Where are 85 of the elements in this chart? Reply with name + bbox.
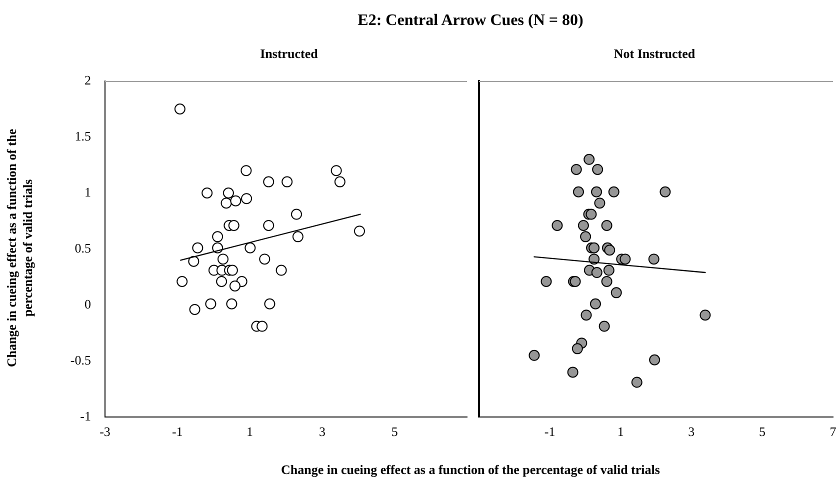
point [176,276,188,287]
chart-subtitle: Not Instructed [612,46,696,62]
point [601,276,612,287]
x-tick-label: -1 [172,424,183,440]
point [189,304,200,315]
point [584,154,595,165]
point [588,242,600,254]
point [567,366,578,378]
point [276,264,287,276]
point [256,320,268,332]
point [212,231,224,242]
point [578,220,589,231]
x-tick-label: 3 [318,424,326,440]
point [263,176,274,188]
point [241,193,252,204]
point [220,198,232,209]
point [226,264,238,276]
x-tick-label: 5 [758,424,766,440]
point [334,176,346,188]
point [590,298,601,310]
x-tick-label: 1 [617,424,624,440]
point [230,195,242,206]
point [603,264,614,276]
point [354,226,365,237]
point [572,343,583,354]
point [205,298,216,310]
point [292,231,304,242]
point [240,165,252,176]
point [263,220,274,231]
point [291,208,302,220]
point [259,254,270,265]
chart-title: E2: Central Arrow Cues (N = 80) [356,12,584,30]
point [330,165,342,176]
y-tick-label: 1 [84,184,91,200]
x-tick-label: -1 [544,424,556,440]
point [174,104,186,114]
chart-subtitle: Instructed [259,46,319,62]
y-tick-label: 0.5 [74,240,91,256]
point [282,176,293,188]
y-axis-title: Change in cueing effect as a function of the percentage of valid trials [4,128,36,370]
y-tick-label: 0 [84,296,91,312]
point [591,267,602,278]
y-tick-label: -1 [80,408,91,424]
point [192,242,204,254]
point [594,198,606,209]
point [620,254,631,265]
point [604,244,616,256]
point [552,220,563,231]
point [222,188,234,198]
x-tick-label: -3 [100,424,110,440]
x-axis-title: Change in cueing effect as a function of the percentage of valid trials [280,462,661,478]
point [202,188,213,198]
point [244,242,256,254]
point [528,350,540,361]
point [610,287,622,298]
point [570,164,582,175]
point [216,276,228,287]
point [660,186,671,198]
point [188,256,200,267]
point [580,231,592,242]
x-tick-label: 7 [830,424,837,440]
point [631,376,642,388]
y-tick-label: -0.5 [70,352,91,368]
y-tick-label: 1.5 [74,128,91,144]
point [608,186,620,198]
y-tick-label: 2 [84,72,91,88]
point [598,320,610,332]
point [226,298,238,310]
point [649,354,660,366]
point [264,298,276,310]
point [580,310,592,321]
point [601,220,612,231]
point [540,276,552,287]
point [586,208,597,220]
x-tick-label: 1 [246,424,254,440]
point [592,164,604,175]
point [700,310,711,321]
point [648,254,660,265]
point [218,254,229,265]
point [591,186,602,198]
point [572,186,584,198]
point [228,220,240,231]
x-tick-label: 3 [688,424,695,440]
x-tick-label: 5 [391,424,398,440]
point [229,280,240,292]
